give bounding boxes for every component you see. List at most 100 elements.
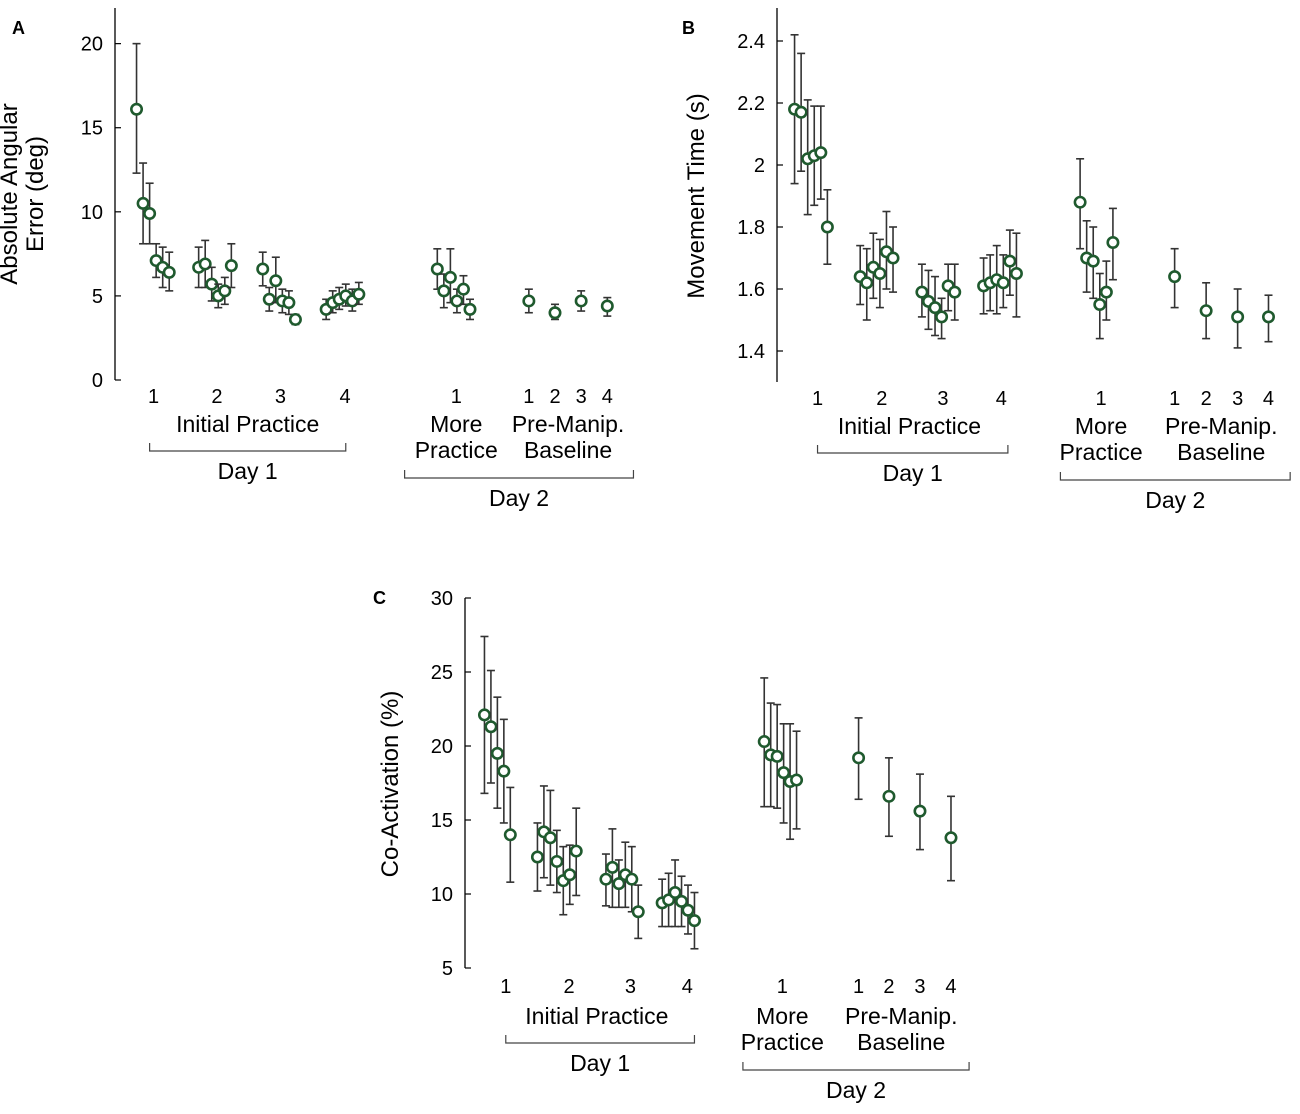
x-tick-label: 3 [914, 976, 925, 998]
session-bracket [505, 1035, 696, 1044]
data-marker [882, 789, 896, 803]
data-point [288, 312, 302, 326]
data-point [548, 303, 562, 321]
data-point [1099, 260, 1113, 321]
data-marker [814, 146, 828, 160]
data-point [430, 248, 444, 290]
x-tick-label: 2 [211, 386, 222, 408]
group-label: Pre-Manip. Baseline [512, 411, 624, 463]
y-tick-label: 2 [754, 155, 765, 177]
y-axis-label: Movement Time (s) [683, 93, 710, 298]
data-point [550, 829, 564, 894]
data-marker [777, 766, 791, 780]
group-label: Pre-Manip. Baseline [1165, 413, 1277, 465]
data-point [675, 875, 689, 928]
group-label: Initial Practice [838, 413, 981, 439]
x-tick-label: 2 [549, 386, 560, 408]
data-marker [915, 285, 929, 299]
data-marker [1199, 304, 1213, 318]
data-marker [1231, 310, 1245, 324]
data-point [130, 42, 144, 174]
data-marker [1168, 270, 1182, 284]
data-marker [1093, 297, 1107, 311]
data-marker [668, 886, 682, 900]
data-point [282, 290, 296, 316]
panel-letter: B [682, 18, 695, 38]
data-marker [1073, 195, 1087, 209]
data-point [530, 822, 544, 892]
data-marker [256, 262, 270, 276]
session-label: Day 1 [883, 460, 943, 486]
data-point [136, 162, 150, 245]
y-tick-label: 1.6 [737, 279, 765, 301]
data-point [563, 844, 577, 906]
x-tick-label: 1 [1169, 388, 1180, 410]
x-tick-label: 3 [937, 388, 948, 410]
data-marker [681, 903, 695, 917]
session-bracket [1059, 472, 1291, 481]
data-point [1106, 207, 1120, 281]
group-label: More Practice [415, 411, 498, 463]
data-point [437, 273, 451, 309]
data-marker [456, 282, 470, 296]
panel-letter: A [12, 18, 25, 38]
data-marker [269, 274, 283, 288]
x-tick-label: 1 [812, 388, 823, 410]
data-point [668, 859, 682, 928]
data-marker [224, 259, 238, 273]
session-label: Day 2 [1145, 487, 1205, 513]
data-marker [130, 102, 144, 116]
data-marker [530, 850, 544, 864]
data-point [490, 696, 504, 809]
data-point [450, 288, 464, 314]
x-tick-label: 2 [883, 976, 894, 998]
x-tick-label: 3 [625, 976, 636, 998]
y-tick-label: 2.2 [737, 93, 765, 115]
data-point [814, 105, 828, 200]
x-tick-label: 4 [996, 388, 1007, 410]
data-point [777, 722, 791, 824]
y-tick-label: 1.8 [737, 217, 765, 239]
session-label: Day 2 [489, 485, 549, 511]
data-marker [1099, 285, 1113, 299]
data-point [1073, 158, 1087, 250]
data-point [662, 872, 676, 928]
data-marker [430, 262, 444, 276]
data-marker [548, 306, 562, 320]
data-point [794, 52, 808, 172]
data-point [1086, 226, 1100, 300]
data-point [757, 677, 771, 808]
x-tick-label: 4 [1263, 388, 1274, 410]
group-label: Pre-Manip. Baseline [845, 1003, 957, 1055]
data-marker [490, 746, 504, 760]
data-point [543, 789, 557, 886]
data-marker [484, 720, 498, 734]
data-marker [757, 735, 771, 749]
x-tick-label: 4 [682, 976, 693, 998]
x-tick-label: 1 [500, 976, 511, 998]
data-marker [569, 844, 583, 858]
data-point [866, 232, 880, 300]
session-bracket [816, 445, 1009, 454]
data-marker [1261, 310, 1275, 324]
session-bracket [404, 470, 635, 479]
data-point [497, 718, 511, 824]
data-point [928, 275, 942, 337]
y-tick-label: 2.4 [737, 31, 765, 53]
data-marker [928, 301, 942, 315]
data-point [477, 635, 491, 795]
data-point [618, 841, 632, 909]
x-tick-label: 1 [523, 386, 534, 408]
x-tick-label: 4 [340, 386, 351, 408]
data-point [599, 853, 613, 907]
data-point [820, 189, 834, 266]
data-marker [820, 220, 834, 234]
data-point [352, 281, 366, 306]
data-marker [282, 296, 296, 310]
data-marker [600, 299, 614, 313]
data-point [1199, 281, 1213, 340]
data-marker [136, 196, 150, 210]
data-marker [913, 804, 927, 818]
data-point [860, 247, 874, 321]
